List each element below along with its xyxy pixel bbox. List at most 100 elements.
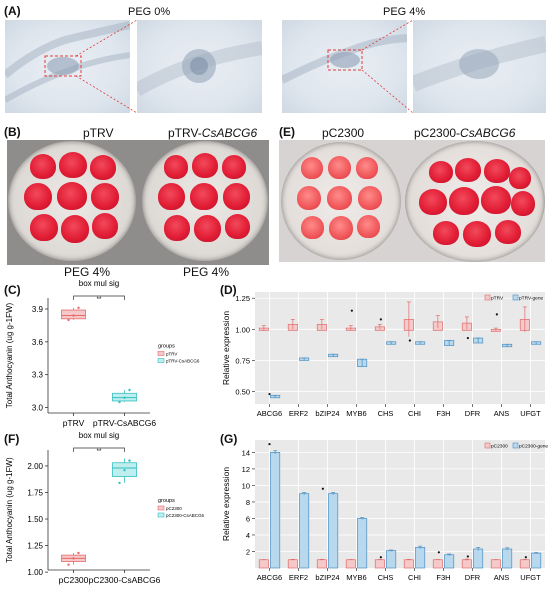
x-tick-label: ERF2 (289, 573, 308, 582)
chart-f-boxplot: box mul sig Total Anthocyanin (ug g-1FW) 1… (5, 431, 205, 585)
x-tick-label: ABCG6 (257, 409, 282, 418)
petri-dish-ptrv (8, 141, 136, 261)
bar-pC2300-gene-F3H (444, 554, 455, 569)
y-tick-label: 10 (242, 481, 250, 490)
x-tick-label: CHI (408, 409, 421, 418)
micro-image-peg0-zoom (137, 20, 262, 113)
box-data-point (118, 481, 121, 485)
bar-pC2300-gene-ANS (502, 548, 513, 569)
box-data-point (128, 459, 131, 462)
panel-label-c: (C) (4, 283, 21, 297)
box-data-point (118, 400, 121, 404)
bar-pC2300-ERF2 (287, 559, 298, 569)
legend-entry: pTRV (166, 352, 177, 357)
y-tick-label: 2.00 (27, 462, 43, 471)
box-data-point (77, 306, 80, 310)
legend-title: groups (158, 498, 175, 504)
x-tick-label: ANS (494, 573, 509, 582)
legend-swatch (157, 512, 165, 518)
legend-swatch (512, 442, 519, 449)
bar-pC2300-UFGT (519, 559, 530, 569)
dish-title-pc2300: pC2300 (322, 126, 365, 140)
chart-title: box mul sig (79, 279, 119, 288)
box-data-point (128, 388, 131, 392)
dish-caption-left: PEG 4% (64, 265, 111, 279)
y-axis-label: Relative expression (221, 311, 231, 385)
micro-image-peg0-overview (5, 20, 130, 113)
box-data-point (123, 468, 126, 472)
micro-title-peg0: PEG 0% (128, 6, 171, 18)
y-tick-label: 6 (246, 514, 250, 523)
x-tick-label: ERF2 (289, 409, 308, 418)
bar-pC2300-DFR (461, 559, 472, 569)
bar-pC2300-gene-ERF2 (299, 493, 310, 569)
petri-dish-pc2300 (281, 142, 401, 260)
significance-dot (408, 339, 411, 342)
micro-image-peg4-overview (282, 20, 407, 113)
legend-entry: pTRV (491, 296, 504, 302)
legend-entry: pC2300-CsABCG6 (166, 513, 205, 518)
bar-pC2300-gene-bZIP24 (328, 493, 339, 569)
bar-pC2300-gene-UFGT (531, 552, 542, 569)
bar-pC2300-gene-DFR (473, 548, 484, 569)
bar-pC2300-gene-MYB6 (357, 518, 368, 569)
chart-d-barplot: 0.50 0.75 1.00 1.25 Relative expression ABCG6… (221, 292, 545, 418)
micro-image-peg4-zoom (413, 20, 546, 113)
y-tick-label: 1.00 (27, 568, 43, 577)
y-tick-label: 0.75 (235, 356, 250, 365)
dish-caption-right: PEG 4% (183, 265, 230, 279)
y-tick-label: 1.25 (27, 542, 43, 551)
dish-title-ptrv: pTRV (83, 126, 114, 140)
petri-dish-pc2300-gene (405, 141, 545, 262)
chart-g-barplot: 2 4 6 8 10 12 14 Relative expression ABCG6 ERF2 bZ… (221, 440, 548, 582)
x-tick-label: UFGT (520, 409, 541, 418)
legend-entry: pC2300 (166, 506, 182, 511)
y-tick-label: 2 (246, 547, 250, 556)
y-tick-label: 3.3 (32, 371, 44, 380)
legend-swatch (484, 442, 491, 449)
dish-title-ptrv-gene: pTRV-CsABCG6 (168, 126, 258, 140)
zoom-connector-lines (75, 19, 414, 114)
x-tick-label: DFR (465, 409, 481, 418)
significance-dot (379, 556, 382, 559)
legend-entry: pC2300 (491, 444, 508, 450)
significance-dot (495, 313, 498, 316)
y-tick-label: 12 (242, 465, 250, 474)
significance-dot (268, 443, 271, 446)
x-tick-label: bZIP24 (315, 573, 339, 582)
x-tick-label: pC2300-CsABCG6 (89, 575, 161, 585)
legend-swatch (157, 351, 165, 356)
y-tick-label: 1.25 (235, 294, 250, 303)
panel-label-d: (D) (220, 283, 237, 297)
panel-label-g: (G) (220, 432, 238, 446)
x-tick-label: MYB6 (346, 409, 366, 418)
significance-dot (379, 318, 382, 321)
box-data-point (77, 551, 80, 555)
petri-dish-ptrv-gene (142, 141, 268, 261)
y-axis-label: Relative expression (221, 467, 231, 541)
dish-title-pc2300-gene: pC2300-CsABCG6 (414, 126, 516, 140)
legend-entry: pTRV-gene (519, 296, 544, 302)
y-tick-label: 4 (246, 531, 250, 540)
y-tick-label: 1.75 (27, 488, 43, 497)
x-tick-label: CHI (408, 573, 421, 582)
x-tick-label: CHS (378, 409, 394, 418)
bar-pC2300-CHI (403, 559, 414, 569)
significance-label: ** (97, 449, 102, 455)
box-data-point (67, 318, 70, 322)
significance-bracket (73, 295, 125, 300)
box-data-point (123, 396, 126, 399)
legend-swatch (157, 505, 165, 511)
x-tick-label: CHS (378, 573, 394, 582)
bar-pC2300-ABCG6 (258, 559, 269, 569)
y-tick-label: 3.6 (32, 338, 44, 347)
x-tick-label: pTRV-CsABCG6 (93, 418, 156, 428)
x-tick-label: F3H (436, 573, 450, 582)
bar-pC2300-gene-CHS (386, 550, 397, 569)
x-tick-label: ABCG6 (257, 573, 282, 582)
legend-swatch (484, 294, 491, 301)
bar-pC2300-gene-CHI (415, 547, 426, 569)
significance-dot (321, 487, 324, 490)
bar-pC2300-MYB6 (345, 559, 356, 569)
y-axis-label: Total Anthocyanin (ug g-1FW) (5, 302, 14, 408)
